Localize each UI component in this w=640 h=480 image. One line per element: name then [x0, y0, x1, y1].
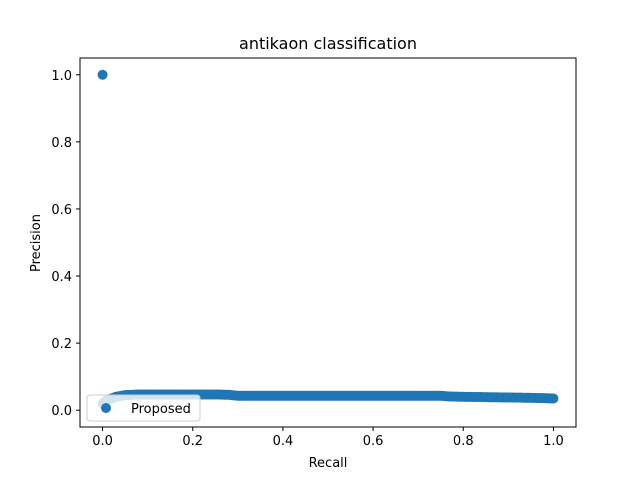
- chart-title: antikaon classification: [239, 34, 417, 53]
- data-point: [548, 393, 559, 404]
- data-point: [97, 69, 108, 80]
- axes-frame: [79, 57, 577, 428]
- legend-label: Proposed: [131, 402, 191, 417]
- y-tick-label: 0.6: [51, 203, 72, 218]
- legend: Proposed: [86, 394, 201, 422]
- legend-box: [86, 394, 201, 422]
- x-tick-label: 0.4: [273, 434, 294, 449]
- x-axis-label: Recall: [309, 456, 348, 471]
- x-tick-label: 0.6: [363, 434, 384, 449]
- y-tick-label: 0.4: [51, 270, 72, 285]
- x-axis: 0.0 0.2 0.4 0.6 0.8 1.0: [92, 427, 564, 449]
- y-tick-label: 1.0: [51, 69, 72, 84]
- y-tick-label: 0.8: [51, 136, 72, 151]
- legend-marker: [101, 403, 111, 413]
- y-tick-label: 0.0: [51, 404, 72, 419]
- y-tick-label: 0.2: [51, 337, 72, 352]
- y-axis-label: Precision: [29, 214, 44, 272]
- x-tick-label: 0.0: [92, 434, 113, 449]
- x-tick-label: 1.0: [543, 434, 564, 449]
- x-tick-label: 0.8: [453, 434, 474, 449]
- x-tick-label: 0.2: [182, 434, 203, 449]
- y-axis: 0.0 0.2 0.4 0.6 0.8 1.0: [51, 69, 80, 419]
